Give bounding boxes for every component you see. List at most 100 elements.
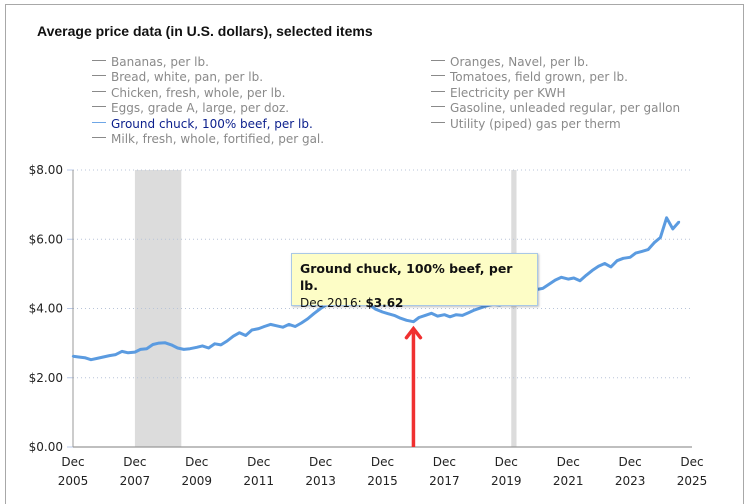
- data-point: [263, 325, 266, 328]
- data-point: [300, 321, 303, 325]
- data-point: [145, 347, 148, 350]
- highlight-arrow-head: [404, 325, 423, 340]
- data-point: [640, 250, 644, 253]
- legend-item-utility-gas[interactable]: Utility (piped) gas per therm: [431, 117, 680, 132]
- legend-item-electricity[interactable]: Electricity per KWH: [431, 86, 680, 101]
- legend-swatch: [431, 90, 445, 92]
- legend-item-bread[interactable]: Bread, white, pan, per lb.: [92, 70, 324, 85]
- x-tick-label: Dec 2007: [120, 455, 151, 488]
- x-tick-label: Dec 2005: [58, 455, 89, 488]
- data-point: [597, 265, 600, 268]
- data-point: [393, 314, 396, 317]
- data-point: [225, 339, 229, 343]
- tooltip-date: Dec 2016:: [300, 296, 362, 310]
- data-point: [77, 355, 80, 359]
- legend-label: Eggs, grade A, large, per doz.: [111, 101, 290, 116]
- data-point: [671, 227, 675, 231]
- data-point: [176, 346, 179, 350]
- legend-swatch: [431, 60, 445, 61]
- data-point: [443, 313, 446, 316]
- y-tick-label: $2.00: [29, 371, 63, 385]
- data-point: [461, 314, 464, 317]
- data-point: [417, 316, 421, 319]
- data-point: [207, 346, 210, 350]
- data-point: [287, 323, 291, 326]
- data-point: [188, 347, 192, 350]
- data-point: [541, 287, 545, 290]
- data-point: [157, 341, 161, 345]
- data-point: [120, 350, 124, 353]
- data-point: [114, 353, 117, 356]
- data-point: [151, 343, 155, 346]
- data-point: [412, 320, 415, 323]
- data-point: [244, 334, 247, 337]
- data-point: [665, 216, 668, 219]
- y-tick-label: $6.00: [29, 232, 63, 246]
- data-point: [677, 220, 681, 224]
- data-point: [126, 351, 130, 355]
- data-point: [609, 265, 613, 269]
- x-tick-label: Dec 2015: [367, 455, 398, 488]
- legend-item-gasoline[interactable]: Gasoline, unleaded regular, per gallon: [431, 101, 680, 116]
- data-point: [195, 346, 198, 349]
- legend-item-chicken[interactable]: Chicken, fresh, whole, per lb.: [92, 86, 324, 101]
- x-tick-label: Dec 2019: [491, 455, 522, 488]
- legend-swatch: [431, 106, 445, 108]
- data-point: [560, 276, 563, 279]
- legend-label: Electricity per KWH: [450, 85, 566, 100]
- data-point: [139, 348, 142, 351]
- data-point: [95, 357, 99, 360]
- y-tick-label: $8.00: [29, 163, 63, 177]
- data-point: [567, 277, 570, 281]
- data-point: [312, 312, 315, 315]
- data-point: [219, 343, 223, 347]
- data-point: [628, 256, 632, 259]
- legend-item-bananas[interactable]: Bananas, per lb.: [92, 55, 324, 70]
- chart-title: Average price data (in U.S. dollars), se…: [37, 23, 373, 39]
- data-point: [436, 314, 439, 318]
- legend-item-ground-chuck[interactable]: Ground chuck, 100% beef, per lb.: [92, 117, 324, 132]
- data-point: [572, 276, 575, 280]
- tooltip-value-line: Dec 2016: $3.62: [300, 294, 529, 312]
- legend-swatch: [92, 121, 106, 123]
- data-point: [238, 331, 241, 334]
- data-point: [615, 259, 619, 262]
- legend-item-eggs[interactable]: Eggs, grade A, large, per doz.: [92, 101, 324, 116]
- data-point: [578, 279, 582, 282]
- legend-label: Bananas, per lb.: [111, 55, 209, 69]
- data-point: [659, 236, 662, 239]
- x-tick-label: Dec 2017: [429, 455, 460, 488]
- data-point: [479, 306, 483, 310]
- legend-label: Gasoline, unleaded regular, per gallon: [450, 101, 681, 116]
- data-point: [603, 262, 606, 265]
- legend-item-milk[interactable]: Milk, fresh, whole, fortified, per gal.: [92, 132, 324, 147]
- tooltip-value: $3.62: [365, 296, 404, 310]
- data-point: [547, 283, 551, 286]
- legend-label: Tomatoes, field grown, per lb.: [450, 70, 628, 85]
- legend-item-tomatoes[interactable]: Tomatoes, field grown, per lb.: [431, 70, 680, 85]
- annotation-layer: [404, 325, 423, 447]
- data-point: [374, 307, 377, 311]
- data-point: [83, 356, 86, 359]
- data-point: [591, 269, 594, 272]
- data-point: [232, 335, 235, 338]
- data-point: [89, 358, 93, 361]
- legend-swatch: [92, 60, 106, 61]
- legend-swatch: [92, 137, 106, 139]
- legend-swatch: [92, 90, 106, 92]
- legend-item-oranges[interactable]: Oranges, Navel, per lb.: [431, 55, 680, 70]
- data-point: [554, 278, 557, 282]
- data-point: [381, 310, 384, 314]
- legend-label: Chicken, fresh, whole, per lb.: [111, 85, 286, 100]
- data-point: [250, 328, 254, 332]
- data-point: [473, 308, 476, 312]
- legend-swatch: [92, 75, 106, 77]
- data-point: [164, 341, 167, 344]
- data-tooltip: Ground chuck, 100% beef, per lb. Dec 201…: [291, 253, 538, 310]
- y-tick-label: $4.00: [29, 302, 63, 316]
- legend-label: Bread, white, pan, per lb.: [111, 70, 264, 85]
- data-point: [257, 327, 260, 330]
- data-point: [213, 342, 216, 346]
- legend-swatch: [431, 121, 445, 123]
